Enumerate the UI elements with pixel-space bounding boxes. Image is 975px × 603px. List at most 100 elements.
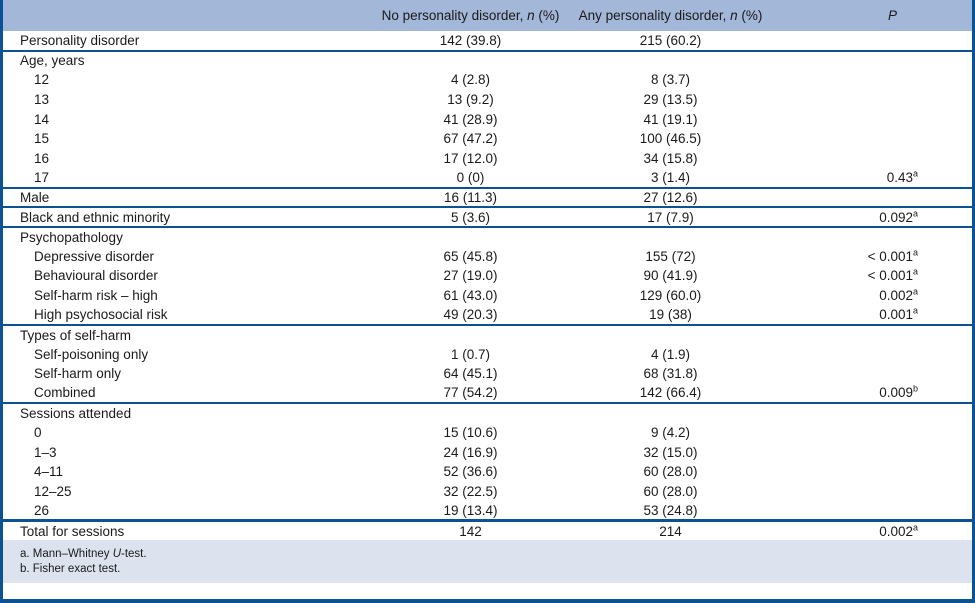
- cell-no-pd: 27 (19.0): [443, 268, 498, 284]
- cell-p-value: [768, 109, 972, 129]
- cell-p-value: [768, 90, 972, 110]
- cell-any-pd: [573, 227, 768, 247]
- cell-p-value: [768, 149, 972, 169]
- cell-no-pd: 64 (45.1): [443, 366, 498, 382]
- cell-p-value: [768, 442, 972, 462]
- cell-p-value: [768, 345, 972, 365]
- cell-no-pd: 15 (10.6): [443, 425, 498, 441]
- cell-p-value: [768, 325, 972, 345]
- table-row: 17 0 (0) 3 (1.4) 0.43a: [3, 168, 972, 188]
- cell-any-pd: 29 (13.5): [643, 92, 698, 108]
- cell-any-pd: 214: [659, 523, 682, 539]
- row-label: 12: [34, 72, 50, 88]
- row-label: 12–25: [34, 483, 72, 499]
- cell-any-pd: 90 (41.9): [643, 268, 698, 284]
- row-label: Behavioural disorder: [34, 268, 158, 284]
- footnote-marker: b: [912, 383, 918, 394]
- table-header: No personality disorder, n (%) Any perso…: [3, 0, 972, 31]
- cell-no-pd: 4 (2.8): [450, 72, 491, 88]
- cell-no-pd: 77 (54.2): [443, 385, 498, 401]
- table-section: Sessions attended 0 15 (10.6) 9 (4.2) 1–3 24 …: [3, 403, 972, 521]
- cell-no-pd: 67 (47.2): [443, 131, 498, 147]
- table-section: Psychopathology Depressive disorder 65 (45…: [3, 226, 972, 325]
- table-section: Types of self-harm Self-poisoning only 1 (…: [3, 324, 972, 404]
- header-text: (%): [737, 8, 763, 23]
- table-row: Types of self-harm: [3, 325, 972, 345]
- cell-p-value: [768, 31, 972, 51]
- row-label: Age, years: [20, 53, 85, 69]
- header-cell-any-pd: Any personality disorder, n (%): [573, 0, 768, 31]
- table-row: 16 17 (12.0) 34 (15.8): [3, 149, 972, 169]
- cell-p-value: [768, 70, 972, 90]
- cell-any-pd: 68 (31.8): [643, 366, 698, 382]
- footnote-text: b. Fisher exact test.: [20, 563, 121, 576]
- footnote-marker: a: [912, 522, 918, 533]
- footnote-text: a. Mann–Whitney: [20, 548, 113, 561]
- header-italic-n: n: [730, 8, 738, 23]
- table-row: Behavioural disorder 27 (19.0) 90 (41.9) < …: [3, 266, 972, 286]
- table-row: Combined 77 (54.2) 142 (66.4) 0.009b: [3, 384, 972, 404]
- cell-no-pd: [368, 325, 573, 345]
- table-section: Male 16 (11.3) 27 (12.6): [3, 187, 972, 208]
- cell-any-pd: 53 (24.8): [643, 502, 698, 518]
- cell-any-pd: [573, 403, 768, 423]
- cell-p-value: [768, 188, 972, 208]
- row-label: 4–11: [34, 464, 64, 480]
- footnotes: a. Mann–Whitney U-test. b. Fisher exact …: [3, 540, 972, 584]
- footnote-line-a: a. Mann–Whitney U-test.: [20, 547, 972, 562]
- header-cell-no-pd: No personality disorder, n (%): [368, 0, 573, 31]
- cell-any-pd: 142 (66.4): [639, 385, 702, 401]
- table-section: Personality disorder 142 (39.8) 215 (60.2): [3, 31, 972, 51]
- cell-p-value: 0.092a: [879, 208, 918, 225]
- row-label: 15: [34, 131, 50, 147]
- cell-no-pd: 16 (11.3): [443, 190, 498, 206]
- cell-p-value: [768, 129, 972, 149]
- cell-no-pd: [368, 227, 573, 247]
- table-row: Self-poisoning only 1 (0.7) 4 (1.9): [3, 345, 972, 365]
- cell-p-value: [768, 501, 972, 521]
- table-row: High psychosocial risk 49 (20.3) 19 (38) 0.…: [3, 305, 972, 325]
- cell-any-pd: 32 (15.0): [643, 444, 698, 460]
- header-cell-label: [3, 0, 368, 31]
- header-text: No personality disorder,: [381, 8, 528, 23]
- table-row: Total for sessions 142 214 0.002a: [3, 521, 972, 541]
- cell-any-pd: 34 (15.8): [643, 150, 698, 166]
- table-row: 12–25 32 (22.5) 60 (28.0): [3, 482, 972, 502]
- footnote-line-b: b. Fisher exact test.: [20, 562, 972, 577]
- row-label: 26: [34, 502, 50, 518]
- cell-no-pd: 1 (0.7): [450, 346, 491, 362]
- cell-any-pd: 19 (38): [649, 307, 692, 323]
- cell-p-value: [768, 482, 972, 502]
- table-row: Age, years: [3, 51, 972, 71]
- cell-any-pd: 9 (4.2): [650, 425, 691, 441]
- cell-p-value: 0.002a: [879, 522, 918, 539]
- cell-no-pd: 52 (36.6): [443, 464, 498, 480]
- row-label: 13: [34, 92, 50, 108]
- cell-no-pd: [368, 403, 573, 423]
- cell-p-value: [768, 423, 972, 443]
- cell-no-pd: 32 (22.5): [443, 483, 498, 499]
- cell-p-value: [768, 403, 972, 423]
- cell-p-value: [768, 364, 972, 384]
- cell-p-value: < 0.001a: [867, 247, 918, 264]
- row-label: Male: [20, 190, 50, 206]
- table-row: Psychopathology: [3, 227, 972, 247]
- row-label: Combined: [34, 385, 96, 401]
- row-label: Psychopathology: [20, 229, 123, 245]
- table-section: Total for sessions 142 214 0.002a: [3, 520, 972, 541]
- row-label: 14: [34, 111, 50, 127]
- cell-any-pd: [573, 51, 768, 71]
- footnote-italic-u: U: [112, 548, 121, 561]
- row-label: 1–3: [34, 444, 57, 460]
- row-label: Self-poisoning only: [34, 346, 149, 362]
- cell-any-pd: 41 (19.1): [643, 111, 698, 127]
- table-row: 15 67 (47.2) 100 (46.5): [3, 129, 972, 149]
- table-row: 0 15 (10.6) 9 (4.2): [3, 423, 972, 443]
- row-label: Self-harm risk – high: [34, 288, 158, 304]
- table-row: Sessions attended: [3, 403, 972, 423]
- cell-p-value: [768, 462, 972, 482]
- table-row: Self-harm risk – high 61 (43.0) 129 (60.0)…: [3, 286, 972, 306]
- cell-p-value: 0.43a: [886, 168, 918, 185]
- row-label: Black and ethnic minority: [20, 209, 171, 225]
